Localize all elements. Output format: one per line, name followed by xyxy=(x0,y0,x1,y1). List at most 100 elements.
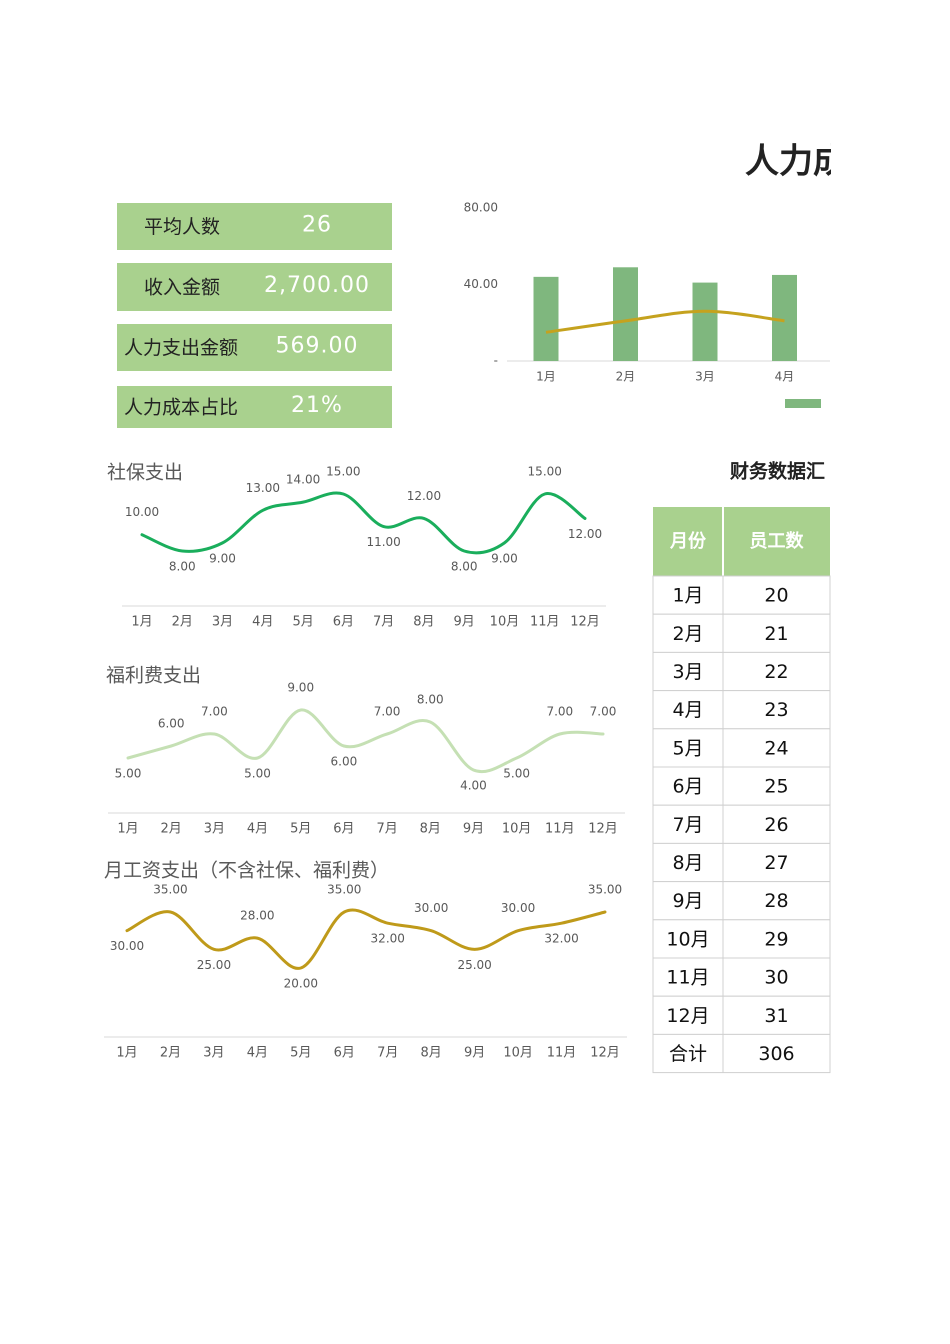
table-row xyxy=(652,919,831,959)
x-tick-label: 3月 xyxy=(695,370,715,384)
table-cell: 11月 xyxy=(666,967,709,989)
data-label: 14.00 xyxy=(286,473,320,487)
data-label: 5.00 xyxy=(244,767,271,781)
kpi-box xyxy=(117,324,392,371)
table-cell: 31 xyxy=(764,1005,788,1027)
table-cell: 20 xyxy=(764,585,788,607)
table-row xyxy=(652,881,831,921)
bar xyxy=(692,282,718,361)
data-label: 12.00 xyxy=(407,489,441,503)
data-label: 30.00 xyxy=(414,901,448,915)
x-tick-label: 4月 xyxy=(247,1046,268,1061)
table-cell: 306 xyxy=(758,1043,794,1065)
x-tick-label: 12月 xyxy=(570,615,600,630)
data-label: 35.00 xyxy=(588,883,622,897)
x-tick-label: 6月 xyxy=(333,615,354,630)
chart-title: 社保支出 xyxy=(107,462,183,484)
data-label: 7.00 xyxy=(546,705,573,719)
data-label: 20.00 xyxy=(284,977,318,991)
line-series xyxy=(125,908,607,970)
x-tick-label: 8月 xyxy=(421,1046,442,1061)
table-row xyxy=(652,690,831,730)
data-label: 7.00 xyxy=(201,705,228,719)
data-label: 30.00 xyxy=(110,939,144,953)
page-title: 人力成 xyxy=(745,142,847,182)
table-header: 月份 xyxy=(669,530,707,552)
table-cell: 29 xyxy=(764,928,788,950)
data-label: 32.00 xyxy=(544,932,578,946)
x-tick-label: 6月 xyxy=(334,1046,355,1061)
data-label: 8.00 xyxy=(417,693,444,707)
x-tick-label: 9月 xyxy=(454,615,475,630)
bar xyxy=(533,276,559,361)
y-tick-label: - xyxy=(494,354,498,368)
data-label: 25.00 xyxy=(457,958,491,972)
data-label: 35.00 xyxy=(327,883,361,897)
table-cell: 26 xyxy=(764,814,788,836)
data-label: 30.00 xyxy=(501,901,535,915)
table-cell: 30 xyxy=(764,967,788,989)
table-cell: 5月 xyxy=(672,737,703,759)
data-label: 35.00 xyxy=(153,883,187,897)
x-tick-label: 3月 xyxy=(203,1046,224,1061)
table-row xyxy=(652,842,831,883)
kpi-label: 人力支出金额 xyxy=(124,337,238,359)
table-cell: 合计 xyxy=(669,1043,707,1065)
table-cell: 28 xyxy=(764,890,788,912)
x-tick-label: 3月 xyxy=(204,822,225,837)
data-label: 9.00 xyxy=(491,551,518,565)
kpi-box xyxy=(117,263,392,311)
data-label: 8.00 xyxy=(169,560,196,574)
x-tick-label: 2月 xyxy=(172,615,193,630)
line-series xyxy=(140,491,587,555)
table-cell: 7月 xyxy=(672,814,703,836)
data-label: 15.00 xyxy=(528,465,562,479)
data-label: 9.00 xyxy=(209,551,236,565)
x-tick-label: 10月 xyxy=(503,1046,533,1061)
content: 人力成 平均人数 26 收入金额 2,700.00 人力支出金额 569.00 人力成本占比… xyxy=(104,142,847,1074)
table-cell: 4月 xyxy=(672,699,703,721)
table-cell: 24 xyxy=(764,737,788,759)
kpi-label: 人力成本占比 xyxy=(124,397,238,419)
x-tick-label: 7月 xyxy=(376,822,397,837)
line-series xyxy=(545,309,785,334)
x-tick-label: 10月 xyxy=(490,615,520,630)
x-tick-label: 7月 xyxy=(373,615,394,630)
kpi-value: 569.00 xyxy=(276,334,359,359)
y-tick-label: 40.00 xyxy=(464,277,498,291)
data-label: 7.00 xyxy=(590,705,617,719)
x-tick-label: 12月 xyxy=(590,1046,620,1061)
data-label: 5.00 xyxy=(503,767,530,781)
data-label: 25.00 xyxy=(197,958,231,972)
x-tick-label: 7月 xyxy=(377,1046,398,1061)
line-series xyxy=(126,708,605,773)
table-header: 员工数 xyxy=(750,530,805,552)
x-tick-label: 9月 xyxy=(464,1046,485,1061)
table-cell: 21 xyxy=(764,623,788,645)
x-tick-label: 11月 xyxy=(530,615,560,630)
kpi-value: 2,700.00 xyxy=(264,273,370,298)
table-row xyxy=(652,1033,831,1074)
x-tick-label: 8月 xyxy=(420,822,441,837)
table-cell: 9月 xyxy=(672,890,703,912)
data-label: 13.00 xyxy=(246,481,280,495)
table-cell: 10月 xyxy=(666,928,709,950)
data-label: 10.00 xyxy=(125,505,159,519)
table-cell: 8月 xyxy=(672,852,703,874)
bar xyxy=(772,274,797,361)
kpi-value: 21% xyxy=(291,393,343,418)
table-cell: 23 xyxy=(764,699,788,721)
table-cell: 25 xyxy=(764,776,788,798)
x-tick-label: 11月 xyxy=(545,822,575,837)
data-label: 5.00 xyxy=(115,767,142,781)
x-tick-label: 11月 xyxy=(547,1046,577,1061)
table-cell: 6月 xyxy=(672,776,703,798)
data-label: 11.00 xyxy=(366,535,400,549)
x-tick-label: 10月 xyxy=(502,822,532,837)
x-tick-label: 9月 xyxy=(463,822,484,837)
table-row xyxy=(652,995,831,1035)
table-row xyxy=(652,804,831,844)
table-header-bg xyxy=(653,507,830,576)
data-label: 4.00 xyxy=(460,779,487,793)
x-tick-label: 5月 xyxy=(290,1046,311,1061)
